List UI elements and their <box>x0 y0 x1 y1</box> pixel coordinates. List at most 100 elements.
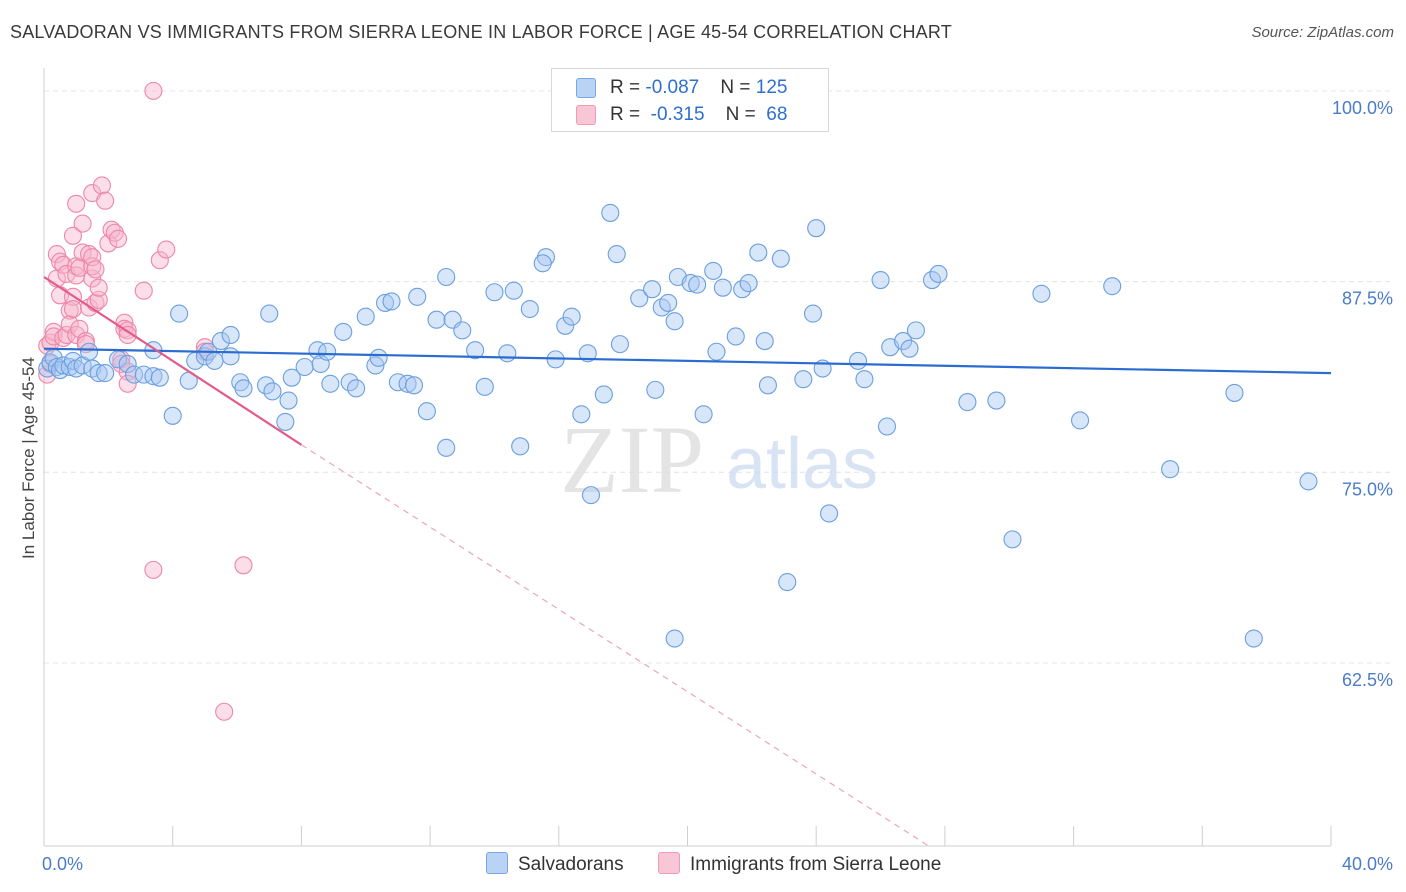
data-point-salvadorans <box>47 357 66 377</box>
data-point-sierra-leone <box>118 325 137 345</box>
gridlines <box>44 90 1394 664</box>
data-point-salvadorans <box>427 310 446 329</box>
data-point-salvadorans <box>511 437 530 456</box>
chart-title: SALVADORAN VS IMMIGRANTS FROM SIERRA LEO… <box>10 22 952 42</box>
source-credit: Source: ZipAtlas.com <box>1251 24 1394 41</box>
data-point-salvadorans <box>820 504 839 523</box>
data-point-salvadorans <box>755 332 774 351</box>
data-point-salvadorans <box>498 344 517 363</box>
data-point-salvadorans <box>475 377 494 396</box>
data-point-salvadorans <box>382 292 401 311</box>
data-point-salvadorans <box>485 283 504 302</box>
data-point-salvadorans <box>665 312 684 331</box>
n-label: N = <box>725 104 762 125</box>
data-point-salvadorans <box>118 354 137 373</box>
data-point-salvadorans <box>144 367 163 386</box>
legend-swatch-blue <box>576 78 596 98</box>
data-point-sierra-leone <box>67 194 86 213</box>
data-point-sierra-leone <box>144 81 163 100</box>
data-point-salvadorans <box>1225 383 1244 402</box>
data-point-sierra-leone <box>157 240 176 259</box>
data-point-salvadorans <box>356 307 375 326</box>
data-point-salvadorans <box>533 254 552 273</box>
data-point-salvadorans <box>556 316 575 335</box>
trend-lines <box>43 276 1332 847</box>
data-point-salvadorans <box>771 249 790 268</box>
x-tick-label-max: 40.0% <box>1342 854 1393 874</box>
data-point-sierra-leone <box>60 315 79 334</box>
data-point-salvadorans <box>221 347 240 366</box>
data-point-sierra-leone <box>215 702 234 721</box>
data-point-sierra-leone <box>92 176 111 195</box>
data-point-salvadorans <box>572 405 591 424</box>
data-point-salvadorans <box>221 325 240 345</box>
data-point-salvadorans <box>607 245 626 264</box>
data-point-salvadorans <box>630 289 649 308</box>
data-point-salvadorans <box>1244 629 1263 648</box>
data-point-sierra-leone <box>73 214 92 233</box>
y-axis-title: In Labor Force | Age 45-54 <box>19 357 38 559</box>
data-point-salvadorans <box>417 402 436 421</box>
data-point-salvadorans <box>694 405 713 424</box>
data-point-salvadorans <box>170 304 189 323</box>
watermark-atlas: atlas <box>726 424 878 504</box>
bottom-legend-sierra-leone: Immigrants from Sierra Leone <box>658 852 941 876</box>
data-point-sierra-leone <box>73 243 92 262</box>
data-point-salvadorans <box>1032 284 1051 303</box>
data-point-sierra-leone <box>63 226 83 245</box>
data-point-sierra-leone <box>118 374 137 393</box>
data-point-sierra-leone <box>89 278 108 297</box>
n-value: 68 <box>761 104 788 125</box>
data-point-salvadorans <box>726 327 745 346</box>
y-tick-label: 100.0% <box>1332 98 1393 118</box>
data-point-salvadorans <box>929 264 948 283</box>
data-point-salvadorans <box>437 267 456 287</box>
trend-line-sierra-leone <box>43 276 303 446</box>
data-point-salvadorans <box>211 332 231 351</box>
data-point-salvadorans <box>369 348 388 367</box>
spacer <box>705 104 726 125</box>
data-point-salvadorans <box>125 365 144 384</box>
data-point-salvadorans <box>987 391 1006 410</box>
legend-text: R = -0.315 N = 68 <box>610 104 787 126</box>
x-ticks <box>43 826 1332 846</box>
data-point-salvadorans <box>681 274 700 293</box>
data-point-salvadorans <box>504 281 523 300</box>
data-point-salvadorans <box>906 321 925 340</box>
data-point-salvadorans <box>643 280 662 299</box>
data-point-salvadorans <box>894 332 913 351</box>
data-point-salvadorans <box>578 344 597 363</box>
data-point-salvadorans <box>96 364 115 383</box>
data-point-salvadorans <box>707 342 726 361</box>
data-point-salvadorans <box>1070 411 1090 430</box>
data-point-salvadorans <box>260 304 279 323</box>
data-point-salvadorans <box>688 275 707 294</box>
data-point-salvadorans <box>282 368 301 387</box>
y-tick-label: 87.5% <box>1342 289 1393 309</box>
data-point-salvadorans <box>276 412 295 431</box>
data-point-salvadorans <box>610 335 629 354</box>
data-point-salvadorans <box>466 341 485 360</box>
data-point-salvadorans <box>321 374 340 393</box>
data-point-salvadorans <box>601 203 620 222</box>
series-salvadorans-points <box>38 203 1318 648</box>
legend-swatch-pink <box>576 105 596 125</box>
data-point-salvadorans <box>437 438 456 457</box>
x-tick-label-min: 0.0% <box>42 854 83 874</box>
data-point-salvadorans <box>803 304 823 323</box>
data-point-sierra-leone <box>63 299 83 319</box>
data-point-sierra-leone <box>60 301 79 320</box>
data-point-salvadorans <box>807 219 826 238</box>
data-point-salvadorans <box>263 382 282 401</box>
data-point-salvadorans <box>318 342 337 361</box>
data-point-salvadorans <box>794 370 813 389</box>
bottom-legend-salvadorans: Salvadorans <box>486 852 624 876</box>
data-point-sierra-leone <box>86 260 105 279</box>
data-point-salvadorans <box>758 376 777 395</box>
y-tick-label: 62.5% <box>1342 670 1393 690</box>
data-point-salvadorans <box>408 287 427 306</box>
data-point-salvadorans <box>347 379 366 398</box>
data-point-sierra-leone <box>108 229 128 248</box>
legend-row-salvadorans: R = -0.087 N = 125 <box>552 75 828 101</box>
